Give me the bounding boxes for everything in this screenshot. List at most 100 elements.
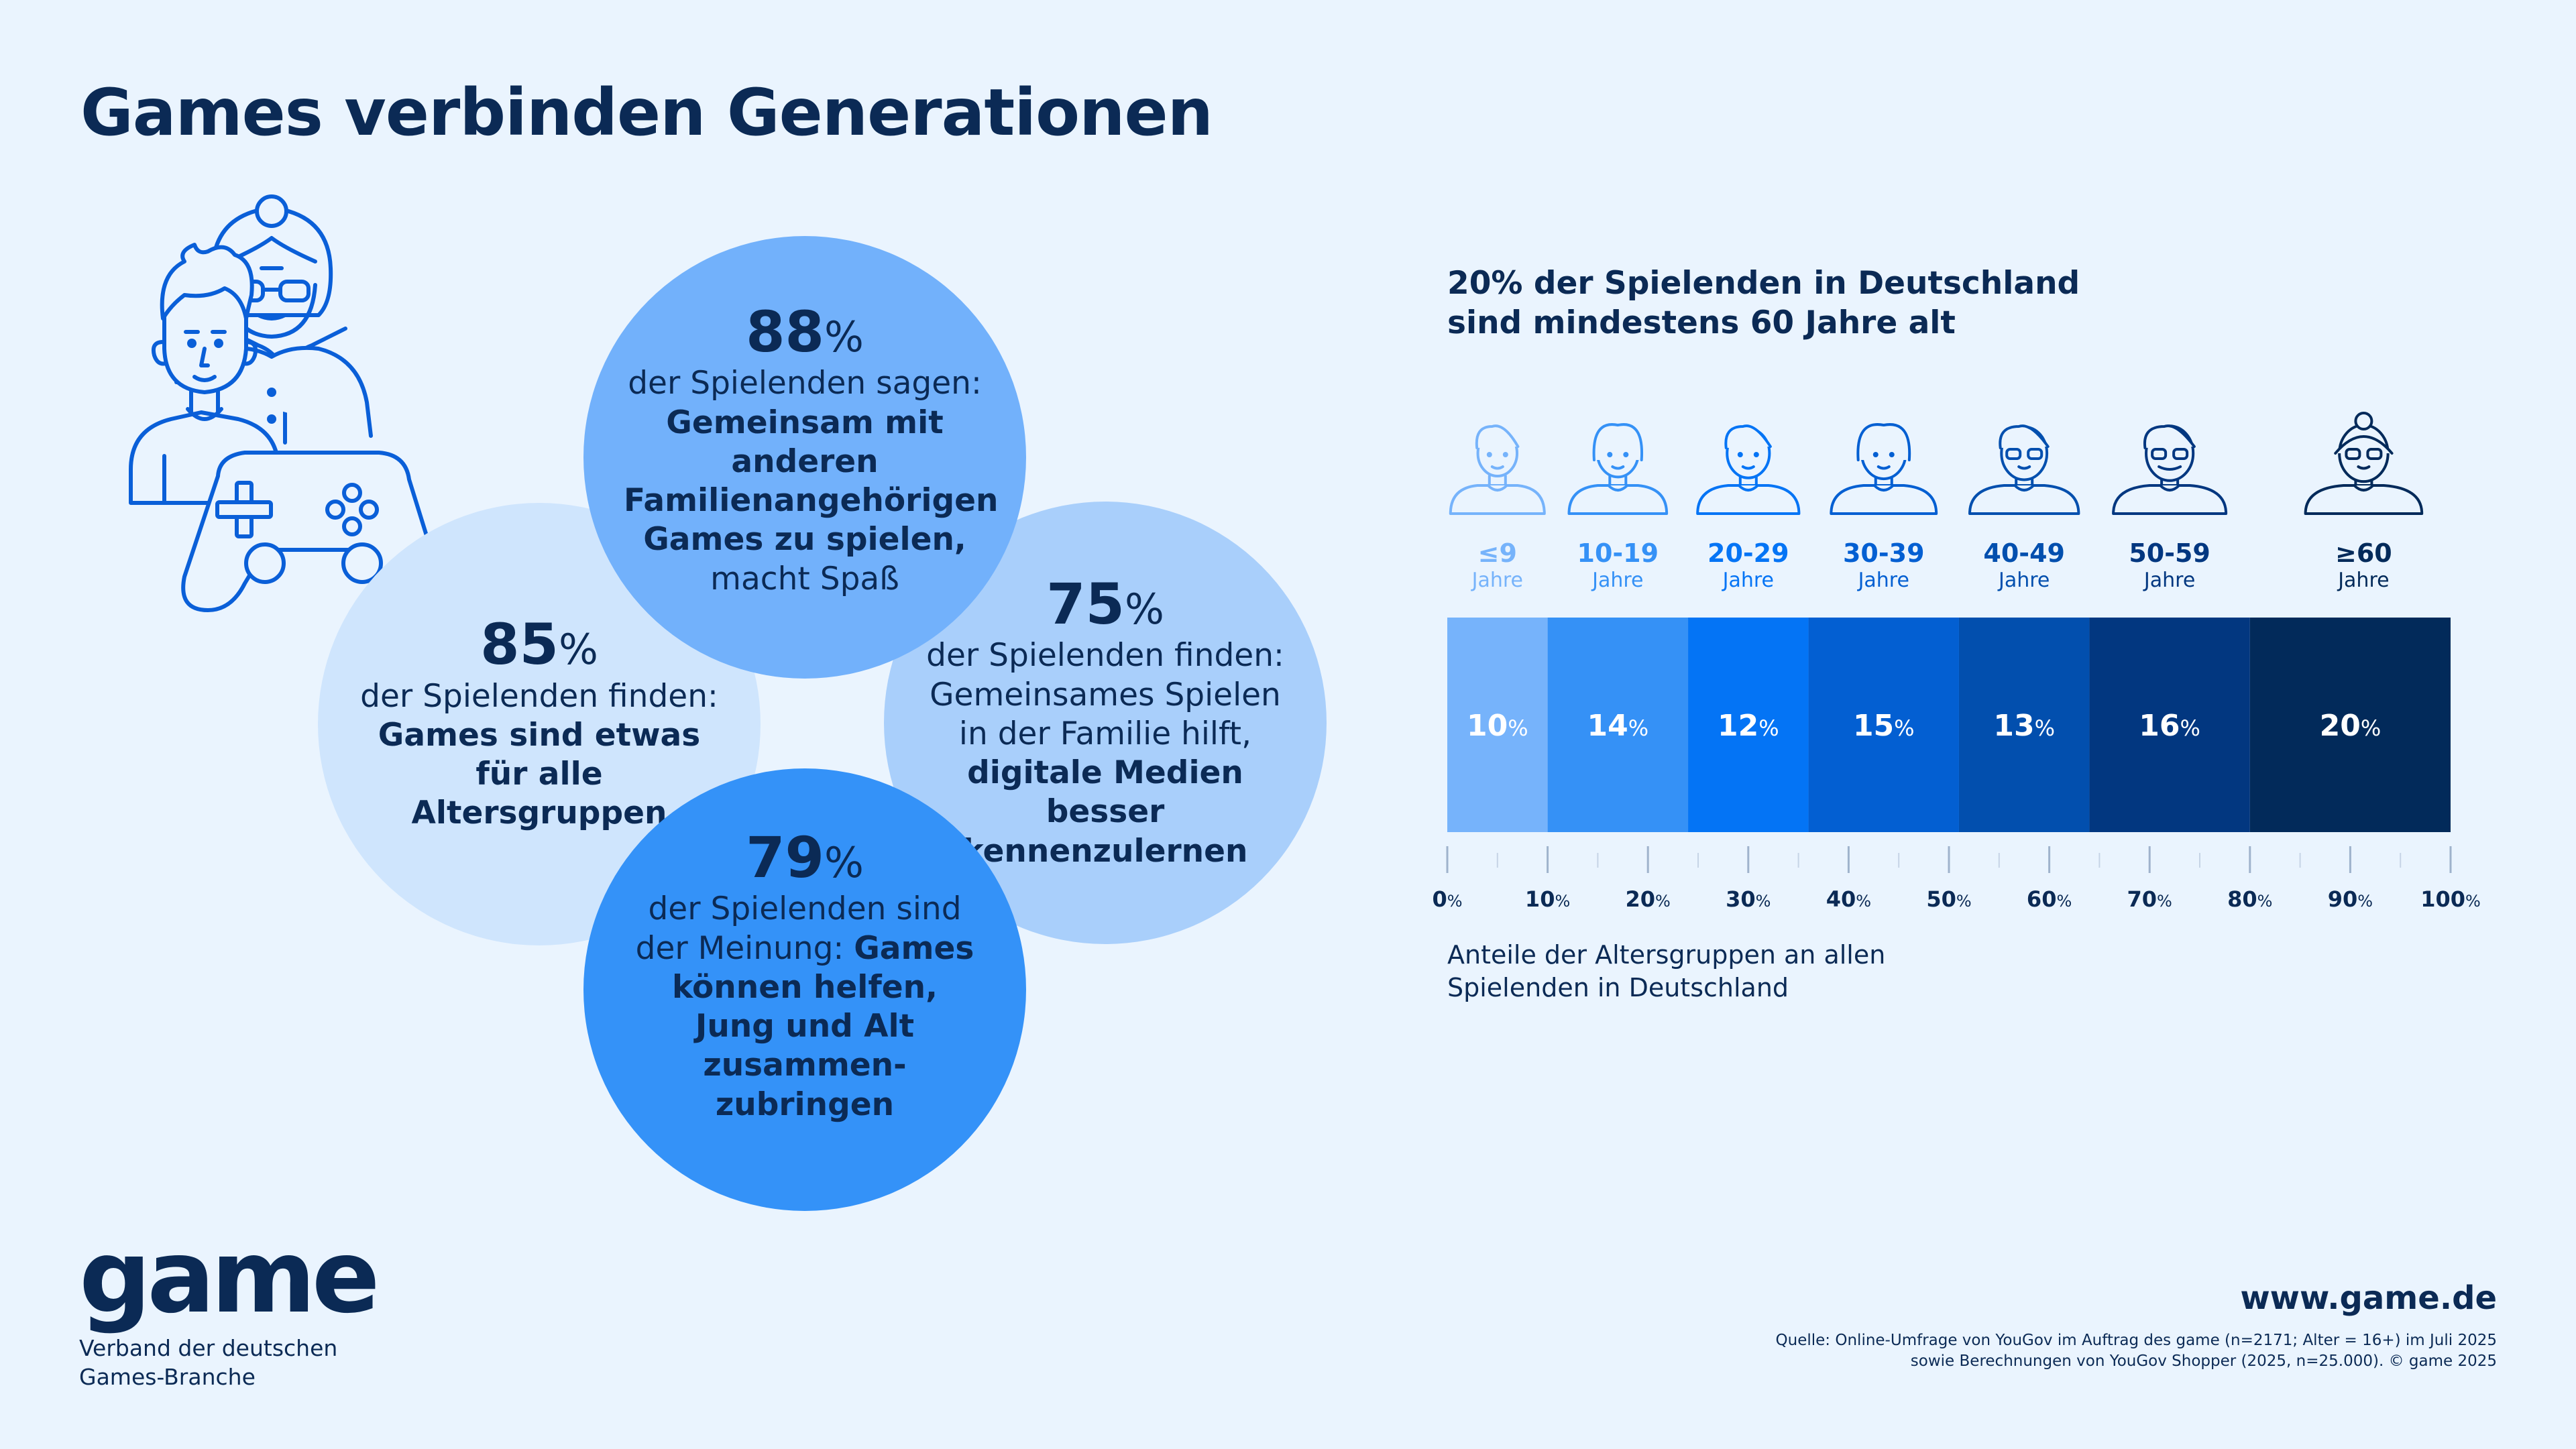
- young-man-icon: [1696, 424, 1801, 515]
- bar-segment: [1958, 618, 2090, 832]
- stat-text-bold: Gemeinsam mit anderen Familienangehörige…: [624, 404, 999, 559]
- bar-value-label: 10%: [1467, 709, 1528, 743]
- stat-text-plain: der Spielenden sagen:: [628, 365, 982, 402]
- bar-segment: [2089, 618, 2250, 832]
- age-group-label: 10-19: [1577, 538, 1659, 568]
- child-icon: [1449, 424, 1546, 515]
- game-logo[interactable]: game Verband der deutschen Games-Branche: [79, 1219, 380, 1392]
- senior-woman-icon: [2304, 412, 2424, 515]
- x-tick-value: 0: [1432, 886, 1447, 912]
- bar-value: 12: [1718, 709, 1758, 743]
- percent-sign: %: [824, 838, 864, 888]
- bar-value: 15: [1853, 709, 1894, 743]
- percent-sign: %: [1124, 585, 1164, 634]
- stat-text-tail: macht Spaß: [710, 560, 899, 597]
- bar-value-label: 14%: [1587, 709, 1648, 743]
- x-tick-suffix: %: [2357, 892, 2373, 911]
- x-tick-label: 50%: [1926, 886, 1971, 912]
- x-tick-suffix: %: [1655, 892, 1671, 911]
- x-tick-suffix: %: [2056, 892, 2072, 911]
- logo-subtitle-line1: Verband der deutschen: [79, 1335, 338, 1361]
- x-tick-value: 50: [1926, 886, 1956, 912]
- page-title: Games verbinden Generationen: [80, 75, 1213, 150]
- age-group-label: 50-59: [2129, 538, 2210, 568]
- x-tick-value: 30: [1726, 886, 1756, 912]
- stat-text-bold: Games können helfen, Jung und Alt zusamm…: [672, 929, 974, 1123]
- stat-percent: 85%: [351, 615, 727, 674]
- x-tick-value: 70: [2127, 886, 2158, 912]
- x-tick-suffix: %: [1447, 892, 1463, 911]
- bar-value: 13: [1993, 709, 2034, 743]
- age-group-label: ≥60: [2335, 538, 2392, 568]
- x-tick-suffix: %: [2465, 892, 2481, 911]
- age-group-unit: Jahre: [1857, 569, 1909, 592]
- x-tick-suffix: %: [1756, 892, 1771, 911]
- age-group-label: 30-39: [1843, 538, 1925, 568]
- stat-percent: 75%: [917, 575, 1293, 634]
- bar-value-label: 16%: [2139, 709, 2200, 743]
- bar-segment: [1808, 618, 1959, 832]
- chart-note-line1: Anteile der Altersgruppen an allen: [1447, 940, 1886, 970]
- bar-value: 16: [2139, 709, 2180, 743]
- logo-wordmark: game: [79, 1219, 380, 1336]
- bar-value: 14: [1587, 709, 1628, 743]
- age-group-label: ≤9: [1478, 538, 1517, 568]
- x-tick-label: 40%: [1826, 886, 1871, 912]
- chart-title-line1: 20% der Spielenden in Deutschland: [1447, 265, 2080, 302]
- bar-segment: [1447, 618, 1548, 832]
- x-tick-label: 10%: [1525, 886, 1570, 912]
- stat-value: 79: [746, 825, 824, 891]
- x-tick-label: 30%: [1726, 886, 1771, 912]
- woman-icon: [1830, 423, 1938, 515]
- stat-circle-79: 79% der Spielenden sind der Meinung: Gam…: [583, 768, 1026, 1211]
- age-group-unit: Jahre: [1591, 569, 1643, 592]
- stat-text: der Spielenden finden: Gemeinsames Spiel…: [917, 636, 1293, 871]
- bar-value-label: 12%: [1718, 709, 1779, 743]
- stat-text-plain: der Spielenden finden: Gemeinsames Spiel…: [926, 637, 1284, 752]
- bar-value-label: 20%: [2320, 709, 2382, 743]
- stat-percent: 88%: [624, 302, 986, 361]
- age-group-label: 20-29: [1707, 538, 1789, 568]
- bar-segment: [1547, 618, 1689, 832]
- x-tick-value: 100: [2420, 886, 2465, 912]
- stat-percent: 79%: [630, 828, 979, 887]
- bar-segment: [2249, 618, 2451, 832]
- bar-value: 10: [1467, 709, 1508, 743]
- chart-title: 20% der Spielenden in Deutschland sind m…: [1447, 264, 2080, 343]
- stat-text-plain: der Spielenden sind der Meinung:: [635, 890, 962, 967]
- x-tick-label: 60%: [2027, 886, 2072, 912]
- age-group-unit: Jahre: [1997, 569, 2050, 592]
- bar-value-suffix: %: [1894, 715, 1914, 741]
- stat-text: der Spielenden sind der Meinung: Games k…: [630, 890, 979, 1124]
- x-tick-suffix: %: [1856, 892, 1871, 911]
- gamepad-icon: [181, 451, 443, 612]
- stat-value: 88: [746, 299, 824, 365]
- chart-title-line2: sind mindestens 60 Jahre alt: [1447, 304, 1956, 341]
- chart-note-line2: Spielenden in Deutschland: [1447, 973, 1789, 1003]
- x-tick-label: 20%: [1626, 886, 1671, 912]
- x-tick-suffix: %: [1956, 892, 1972, 911]
- bar-value-label: 15%: [1853, 709, 1915, 743]
- bar-value-suffix: %: [2180, 715, 2200, 741]
- logo-subtitle-line2: Games-Branche: [79, 1363, 256, 1390]
- source-line1: Quelle: Online-Umfrage von YouGov im Auf…: [1775, 1332, 2497, 1349]
- percent-sign: %: [558, 625, 598, 675]
- x-tick-label: 80%: [2227, 886, 2272, 912]
- stat-text-plain: der Spielenden finden:: [360, 677, 718, 715]
- stat-value: 75: [1046, 571, 1125, 638]
- stat-text: der Spielenden sagen: Gemeinsam mit ande…: [624, 364, 998, 599]
- x-tick-suffix: %: [2257, 892, 2273, 911]
- age-group-label: 40-49: [1983, 538, 2065, 568]
- x-tick-suffix: %: [2157, 892, 2172, 911]
- website-link[interactable]: www.game.de: [2240, 1279, 2497, 1317]
- stat-text-bold: Games sind etwas für alle Altersgruppen: [378, 716, 701, 832]
- x-tick-label: 0%: [1432, 886, 1462, 912]
- family-gaming-illustration: [129, 194, 443, 612]
- bar-value: 20: [2320, 709, 2361, 743]
- source-line2: sowie Berechnungen von YouGov Shopper (2…: [1910, 1352, 2497, 1371]
- age-group-unit: Jahre: [1722, 569, 1774, 592]
- man-glasses-icon: [1968, 424, 2080, 515]
- bar-value-suffix: %: [1758, 715, 1779, 741]
- bar-value-suffix: %: [2361, 715, 2381, 741]
